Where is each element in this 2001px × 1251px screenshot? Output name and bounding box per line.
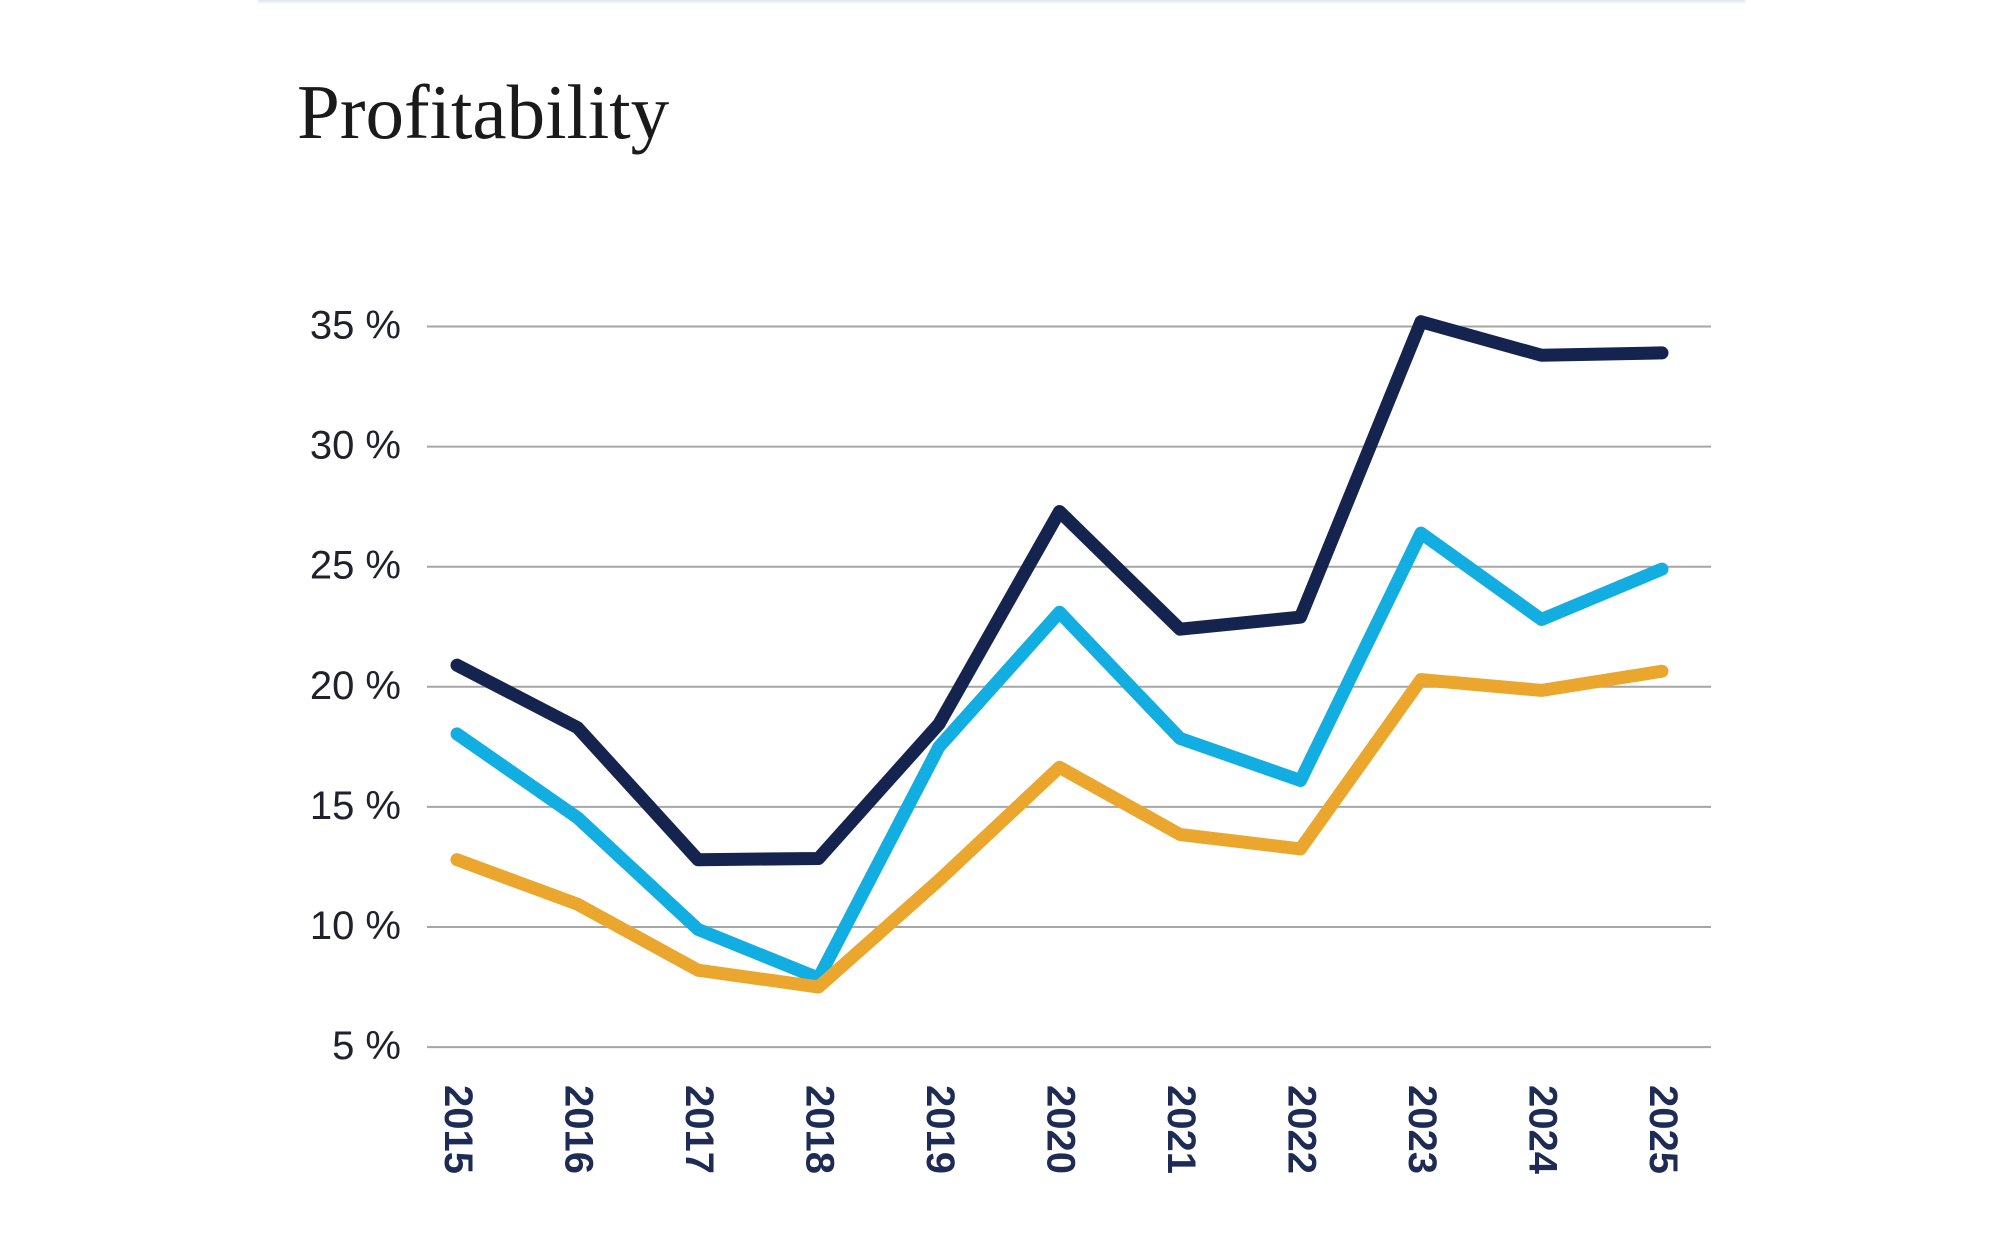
svg-text:35 %: 35 % (310, 304, 401, 348)
svg-text:2017: 2017 (677, 1085, 721, 1174)
svg-text:2015: 2015 (436, 1085, 480, 1174)
svg-text:10 %: 10 % (310, 904, 401, 948)
svg-text:2025: 2025 (1641, 1085, 1685, 1174)
svg-text:15 %: 15 % (310, 784, 401, 828)
svg-text:2021: 2021 (1159, 1085, 1203, 1174)
svg-text:2016: 2016 (557, 1085, 601, 1174)
svg-text:25 %: 25 % (310, 544, 401, 588)
svg-text:2019: 2019 (918, 1085, 962, 1174)
svg-text:2022: 2022 (1280, 1085, 1324, 1174)
svg-text:5 %: 5 % (332, 1024, 401, 1068)
svg-text:2024: 2024 (1521, 1085, 1565, 1175)
svg-text:30 %: 30 % (310, 424, 401, 468)
svg-text:20 %: 20 % (310, 664, 401, 708)
svg-text:2018: 2018 (798, 1085, 842, 1174)
svg-text:2023: 2023 (1400, 1085, 1444, 1174)
svg-text:2020: 2020 (1039, 1085, 1083, 1174)
